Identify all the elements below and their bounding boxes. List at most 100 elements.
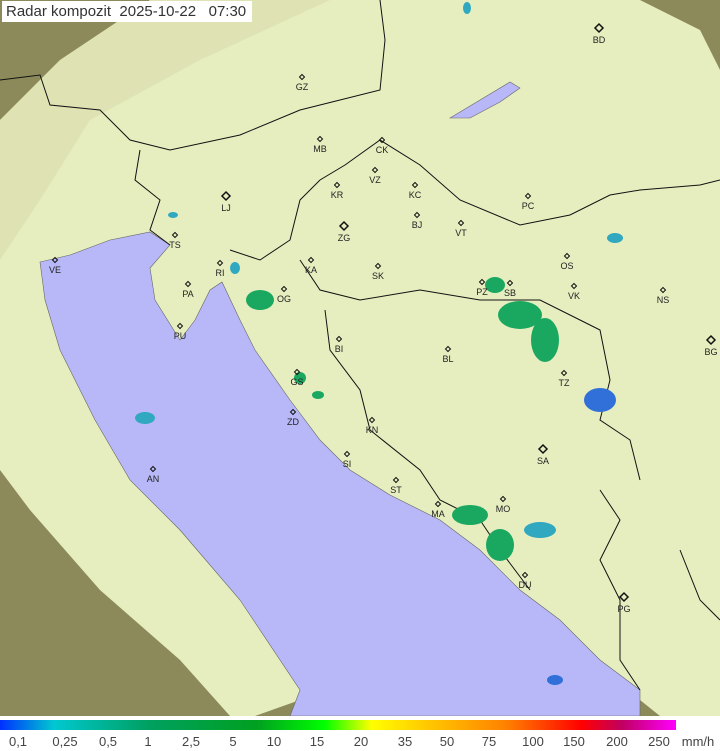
city-marker-icon: [457, 219, 465, 227]
legend-label: 5: [229, 734, 237, 749]
city-label: SK: [372, 271, 384, 281]
legend-labels: 0,1 0,25 0,5 1 2,5 5 10 15 20 35 50 75 1…: [0, 734, 720, 751]
city-label: OG: [277, 294, 291, 304]
legend-label: 200: [606, 734, 628, 749]
city-label: BD: [593, 35, 606, 45]
city-label: LJ: [221, 203, 231, 213]
legend-label: 0,25: [52, 734, 78, 749]
precipitation-legend-colorbar: [0, 720, 676, 730]
legend-label: 250: [648, 734, 670, 749]
city-marker-icon: [560, 369, 568, 377]
city-marker-icon: [343, 450, 351, 458]
city-marker-icon: [392, 476, 400, 484]
city-marker-icon: [506, 279, 514, 287]
city-label: DU: [519, 580, 532, 590]
city-marker-icon: [374, 262, 382, 270]
city-label: CK: [376, 145, 389, 155]
city-label: VK: [568, 291, 580, 301]
radar-map[interactable]: GZ BD MB CK VZ KR KC PC LJ ZG BJ VT TS VE RI KA SK OS PZ SB…: [0, 0, 720, 716]
city-marker-icon: [659, 286, 667, 294]
city-marker-icon: [298, 73, 306, 81]
city-marker-icon: [149, 465, 157, 473]
city-marker-icon: [378, 136, 386, 144]
city-marker-icon: [371, 166, 379, 174]
city-marker-icon: [705, 334, 717, 346]
city-label: ZD: [287, 417, 299, 427]
legend-label: 0,5: [98, 734, 118, 749]
city-marker-icon: [293, 368, 301, 376]
city-marker-icon: [478, 278, 486, 286]
city-marker-icon: [176, 322, 184, 330]
adriatic-sea: [39, 231, 641, 716]
city-marker-icon: [280, 285, 288, 293]
city-label: GS: [290, 377, 303, 387]
legend-label: 50: [439, 734, 455, 749]
legend-label: 75: [481, 734, 497, 749]
city-label: PC: [522, 201, 535, 211]
lake-balaton: [448, 81, 521, 119]
city-marker-icon: [338, 220, 350, 232]
city-marker-icon: [444, 345, 452, 353]
city-label: MB: [313, 144, 327, 154]
legend-label: 150: [563, 734, 585, 749]
city-label: TZ: [559, 378, 570, 388]
precipitation-echoes: [135, 2, 623, 685]
city-label: ZG: [338, 233, 351, 243]
legend-label: 10: [266, 734, 282, 749]
city-label: KR: [331, 190, 344, 200]
city-marker-icon: [368, 416, 376, 424]
city-label: KN: [366, 425, 379, 435]
city-label: PA: [182, 289, 193, 299]
city-marker-icon: [411, 181, 419, 189]
city-marker-icon: [307, 256, 315, 264]
city-marker-icon: [216, 259, 224, 267]
city-label: MA: [431, 509, 445, 519]
city-marker-icon: [570, 282, 578, 290]
city-label: VE: [49, 265, 61, 275]
city-markers: GZ BD MB CK VZ KR KC PC LJ ZG BJ VT TS VE RI KA SK OS PZ SB…: [49, 22, 718, 614]
city-label: SI: [343, 459, 352, 469]
city-label: SA: [537, 456, 549, 466]
city-marker-icon: [499, 495, 507, 503]
city-label: VZ: [369, 175, 381, 185]
city-label: BI: [335, 344, 344, 354]
city-marker-icon: [434, 500, 442, 508]
city-label: PZ: [476, 287, 488, 297]
city-label: MO: [496, 504, 511, 514]
city-label: KA: [305, 265, 317, 275]
legend-label: 35: [397, 734, 413, 749]
city-label: BJ: [412, 220, 423, 230]
city-marker-icon: [184, 280, 192, 288]
city-marker-icon: [413, 211, 421, 219]
city-label: AN: [147, 474, 160, 484]
legend-label: 15: [309, 734, 325, 749]
city-marker-icon: [220, 190, 232, 202]
city-marker-icon: [521, 571, 529, 579]
city-marker-icon: [333, 181, 341, 189]
legend-label: 2,5: [181, 734, 201, 749]
city-marker-icon: [618, 591, 630, 603]
legend-label: 1: [144, 734, 152, 749]
city-label: BL: [442, 354, 453, 364]
city-label: TS: [169, 240, 181, 250]
city-marker-icon: [335, 335, 343, 343]
city-marker-icon: [563, 252, 571, 260]
city-label: GZ: [296, 82, 309, 92]
city-marker-icon: [524, 192, 532, 200]
city-label: NS: [657, 295, 670, 305]
city-marker-icon: [593, 22, 605, 34]
city-marker-icon: [51, 256, 59, 264]
city-label: KC: [409, 190, 422, 200]
map-title: Radar kompozit 2025-10-22 07:30: [2, 1, 253, 22]
city-label: VT: [455, 228, 467, 238]
city-label: PU: [174, 331, 187, 341]
city-marker-icon: [316, 135, 324, 143]
legend-label: 0,1: [8, 734, 28, 749]
city-label: OS: [560, 261, 573, 271]
city-label: RI: [216, 268, 225, 278]
city-marker-icon: [537, 443, 549, 455]
coverage-edge-tint: [0, 0, 330, 260]
legend-unit: mm/h: [681, 734, 715, 749]
city-label: BG: [704, 347, 717, 357]
city-marker-icon: [171, 231, 179, 239]
